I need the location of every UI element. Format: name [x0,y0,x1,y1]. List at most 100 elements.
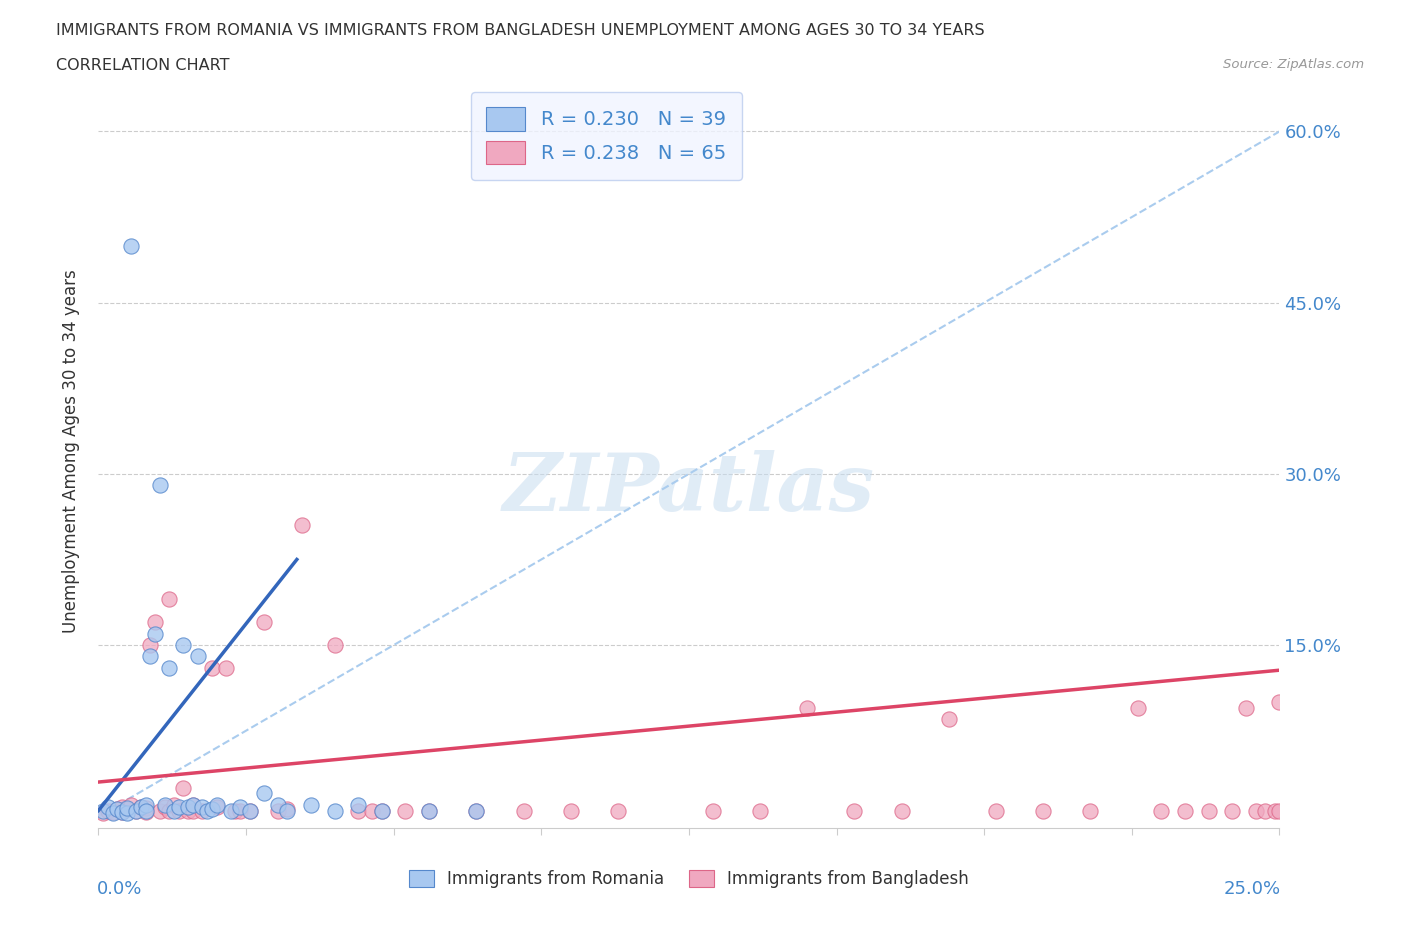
Point [1268,695,1291,710]
Point [205,800,228,815]
Point [201,802,224,817]
Point [191,800,214,815]
Point [135,804,157,819]
Point [121,797,143,812]
Point [323,638,346,653]
Point [97,804,120,818]
Point [347,797,370,812]
Y-axis label: Unemployment Among Ages 30 to 34 years: Unemployment Among Ages 30 to 34 years [62,269,80,633]
Point [890,804,912,818]
Point [1198,804,1220,818]
Point [195,804,218,818]
Legend: Immigrants from Romania, Immigrants from Bangladesh: Immigrants from Romania, Immigrants from… [402,863,976,895]
Point [149,804,172,818]
Point [371,804,394,818]
Point [205,797,228,812]
Point [267,797,290,812]
Point [253,786,276,801]
Point [129,800,152,815]
Point [101,804,124,819]
Point [177,804,200,818]
Point [163,797,186,812]
Point [219,804,242,818]
Point [129,800,152,815]
Text: 25.0%: 25.0% [1223,881,1281,898]
Point [101,805,124,820]
Point [111,800,134,815]
Point [239,804,262,818]
Point [177,800,200,815]
Point [172,638,194,653]
Point [111,804,134,819]
Point [139,638,162,653]
Point [201,660,224,675]
Point [465,804,488,818]
Point [1264,804,1286,818]
Point [418,804,440,818]
Point [115,805,138,820]
Text: ZIPatlas: ZIPatlas [503,450,875,527]
Text: CORRELATION CHART: CORRELATION CHART [56,58,229,73]
Point [157,660,180,675]
Point [512,804,534,818]
Point [323,804,346,818]
Point [371,804,394,818]
Point [121,238,143,253]
Point [91,804,114,818]
Point [560,804,582,818]
Point [125,804,148,818]
Point [139,649,162,664]
Point [1126,700,1149,715]
Point [1150,804,1173,818]
Point [1174,804,1197,818]
Point [157,804,180,818]
Point [215,660,238,675]
Text: IMMIGRANTS FROM ROMANIA VS IMMIGRANTS FROM BANGLADESH UNEMPLOYMENT AMONG AGES 30: IMMIGRANTS FROM ROMANIA VS IMMIGRANTS FR… [56,23,984,38]
Point [181,797,204,812]
Point [105,802,128,817]
Point [149,478,172,493]
Point [167,804,190,818]
Point [702,804,724,818]
Point [984,804,1007,818]
Point [938,711,960,726]
Point [224,804,246,818]
Point [796,700,818,715]
Point [347,804,370,818]
Point [253,615,276,630]
Point [115,801,138,816]
Point [135,804,157,818]
Point [299,797,322,812]
Point [143,626,166,641]
Point [1234,700,1257,715]
Point [157,592,180,607]
Point [465,804,488,818]
Point [239,804,262,818]
Point [229,804,252,818]
Point [191,804,214,818]
Text: Source: ZipAtlas.com: Source: ZipAtlas.com [1223,58,1364,71]
Point [153,797,176,812]
Point [97,800,120,815]
Point [1220,804,1243,818]
Point [394,804,416,818]
Point [1244,804,1267,818]
Point [167,800,190,815]
Point [115,802,138,817]
Point [135,797,157,812]
Point [1032,804,1054,818]
Point [181,804,204,818]
Point [143,615,166,630]
Point [267,804,290,818]
Point [844,804,866,818]
Point [229,800,252,815]
Point [125,804,148,818]
Point [111,804,134,819]
Point [290,518,312,533]
Point [172,780,194,795]
Point [1268,804,1291,818]
Point [91,805,114,820]
Point [276,804,298,818]
Point [163,804,186,818]
Point [748,804,770,818]
